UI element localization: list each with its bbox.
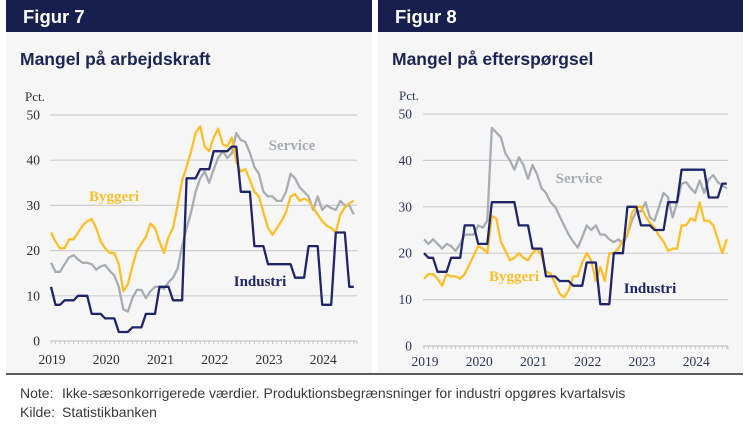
figure-7-title: Mangel på arbejdskraft — [20, 49, 211, 69]
x-tick-label: 2024 — [310, 352, 337, 367]
x-tick-label: 2019 — [39, 352, 66, 367]
plot-area: 0 10 20 30 40 50 Pct. 2019 2020 2021 2022 2023 2024 S… — [25, 89, 358, 367]
series-label-byggeri: Byggeri — [489, 269, 539, 285]
y-axis-unit-label: Pct. — [25, 89, 45, 104]
y-axis-unit-label: Pct. — [399, 88, 419, 103]
x-tick-label: 2022 — [201, 352, 228, 367]
series-line-service — [49, 131, 355, 313]
x-tick-label: 2024 — [683, 354, 710, 369]
chart-labour-shortage: 0 10 20 30 40 50 Pct. 2019 2020 2021 2022 2023 2024 S… — [25, 89, 358, 367]
series-label-byggeri: Byggeri — [89, 189, 139, 205]
y-tick-label: 30 — [27, 198, 41, 213]
source-note: Kilde: Statistikbanken — [20, 404, 157, 421]
series-label-industri: Industri — [624, 281, 677, 297]
x-tick-label: 2022 — [574, 354, 601, 369]
series-line-byggeri — [49, 125, 355, 293]
series-label-service: Service — [556, 171, 603, 187]
series-line-industri — [423, 168, 727, 306]
footnote: Note: Ikke-sæsonkorrigerede værdier. Prod… — [20, 385, 625, 402]
bottom-divider — [6, 373, 743, 375]
y-tick-label: 40 — [27, 153, 41, 168]
figure-8-title: Mangel på efterspørgsel — [392, 49, 594, 69]
figure-8-label: Figur 8 — [395, 6, 457, 27]
plot-area: 0 10 20 30 40 50 Pct. 2019 2020 2021 2022 2023 2024 S… — [399, 88, 729, 369]
figure-8-panel: Figur 8 Mangel på efterspørgsel 0 10 20 30 4… — [378, 0, 743, 373]
x-tick-label: 2023 — [255, 352, 282, 367]
y-tick-label: 30 — [399, 199, 413, 214]
y-tick-label: 10 — [27, 288, 41, 303]
source-label: Kilde: — [20, 404, 56, 420]
footnote-text: Ikke-sæsonkorrigerede værdier. Produktio… — [62, 385, 626, 401]
y-tick-label: 0 — [405, 339, 412, 354]
figure-7-header: Figur 7 — [6, 0, 372, 32]
x-tick-label: 2021 — [147, 352, 174, 367]
y-tick-label: 10 — [399, 292, 413, 307]
y-tick-label: 50 — [27, 108, 41, 123]
series-label-service: Service — [269, 138, 316, 154]
figure-7-panel: Figur 7 Mangel på arbejdskraft 0 10 20 30 40… — [6, 0, 372, 373]
x-tick-label: 2020 — [466, 354, 493, 369]
x-tick-label: 2023 — [628, 354, 655, 369]
y-tick-label: 20 — [399, 246, 413, 261]
series-line-byggeri — [423, 201, 728, 299]
series-label-industri: Industri — [234, 274, 287, 290]
x-tick-label: 2020 — [93, 352, 120, 367]
y-tick-label: 50 — [399, 107, 413, 122]
y-tick-label: 0 — [33, 334, 40, 349]
figure-7-label: Figur 7 — [23, 6, 85, 27]
x-tick-label: 2019 — [412, 354, 439, 369]
source-text: Statistikbanken — [62, 404, 157, 420]
figure-8-header: Figur 8 — [378, 0, 743, 32]
series-line-industri — [49, 145, 354, 334]
x-tick-label: 2021 — [520, 354, 547, 369]
y-tick-label: 40 — [399, 153, 413, 168]
footnote-label: Note: — [20, 385, 54, 401]
chart-demand-shortage: 0 10 20 30 40 50 Pct. 2019 2020 2021 2022 2023 2024 S… — [399, 88, 729, 369]
y-tick-label: 20 — [27, 243, 41, 258]
